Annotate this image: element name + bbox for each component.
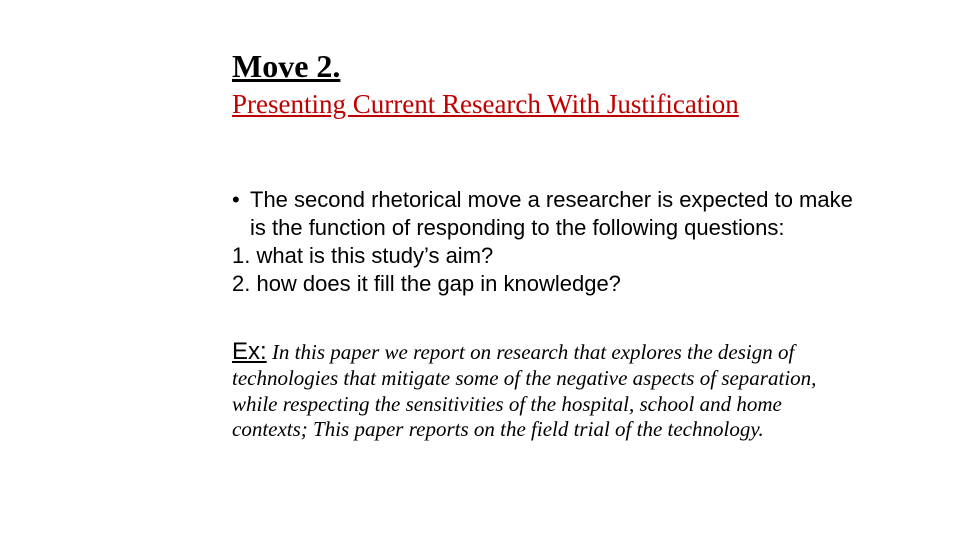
slide: Move 2. Presenting Current Research With… [0, 0, 960, 540]
example-block: Ex: In this paper we report on research … [232, 337, 860, 443]
numbered-item-2: 2. how does it fill the gap in knowledge… [232, 270, 860, 298]
slide-subtitle: Presenting Current Research With Justifi… [232, 89, 860, 120]
example-text: In this paper we report on research that… [232, 340, 816, 441]
example-label: Ex: [232, 338, 267, 365]
slide-title: Move 2. [232, 48, 860, 85]
numbered-item-1: 1. what is this study’s aim? [232, 242, 860, 270]
bullet-text: The second rhetorical move a researcher … [250, 186, 860, 242]
body-block: • The second rhetorical move a researche… [232, 186, 860, 299]
bullet-item: • The second rhetorical move a researche… [232, 186, 860, 242]
bullet-marker: • [232, 186, 250, 242]
